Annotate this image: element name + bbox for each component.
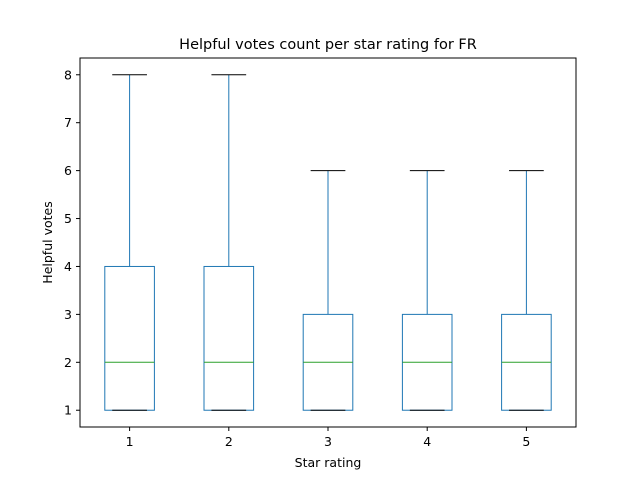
- y-tick-label: 2: [64, 355, 72, 370]
- y-tick-label: 7: [64, 115, 72, 130]
- plot-area: 1 2 3 4 5 6 7 8 1 2 3 4 5: [64, 67, 552, 449]
- x-tick-label: 3: [324, 434, 332, 449]
- y-tick-label: 3: [64, 307, 72, 322]
- y-tick-label: 4: [64, 259, 72, 274]
- box: [104, 265, 155, 411]
- chart-title: Helpful votes count per star rating for …: [179, 37, 477, 53]
- x-tick-label: 2: [225, 434, 233, 449]
- y-tick-label: 5: [64, 211, 72, 226]
- x-tick-label: 5: [522, 434, 530, 449]
- x-tick-label: 1: [126, 434, 134, 449]
- box: [203, 265, 255, 411]
- y-tick-label: 6: [64, 163, 72, 178]
- x-axis-label: Star rating: [295, 455, 362, 470]
- y-tick-label: 8: [64, 67, 72, 82]
- axes-frame: [79, 57, 577, 428]
- x-tick-label: 4: [423, 434, 431, 449]
- y-tick-label: 1: [64, 403, 72, 418]
- y-axis-label: Helpful votes: [40, 201, 55, 283]
